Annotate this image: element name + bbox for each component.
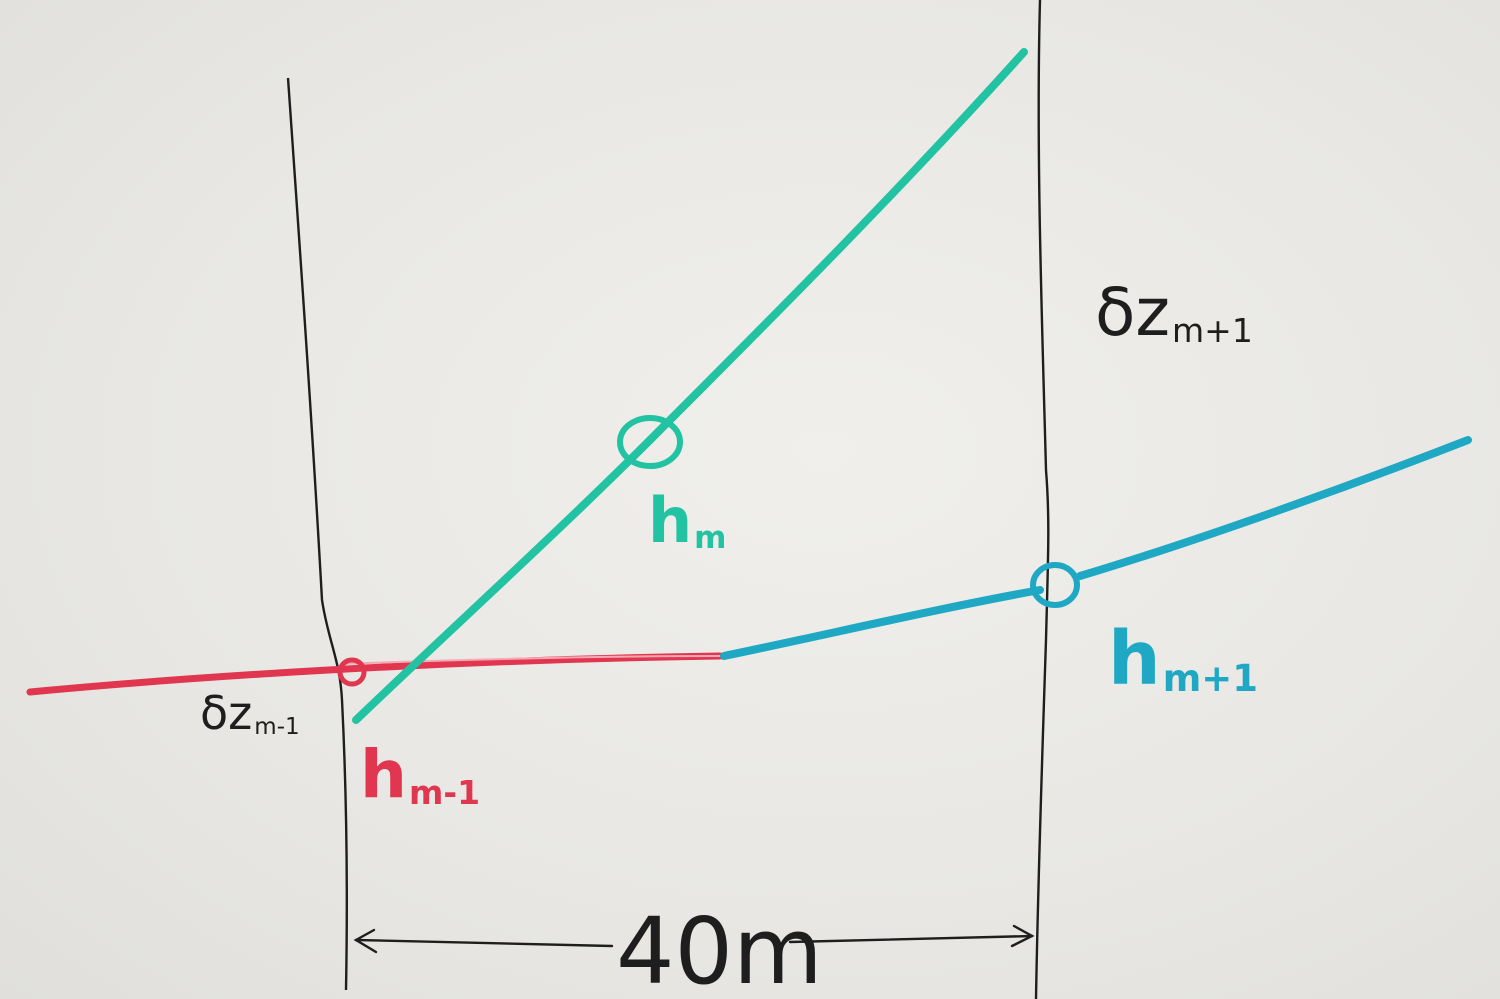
dimension-arrow — [353, 924, 1035, 954]
green-line — [352, 48, 1028, 724]
delta-z-bottom-sub: m-1 — [254, 713, 300, 740]
red-line — [26, 652, 724, 696]
delta-z-top-main: δz — [1095, 274, 1171, 351]
node-m-plus-1 — [1030, 562, 1080, 608]
delta-z-top-sub: m+1 — [1172, 310, 1253, 350]
node-m — [617, 415, 683, 469]
right-boundary-line — [1034, 0, 1050, 999]
distance-label: 40m — [616, 898, 823, 999]
h-m-minus-1-label: hm-1 — [360, 742, 480, 809]
h-m-main: h — [648, 484, 693, 557]
node-m-minus-1 — [337, 657, 367, 687]
delta-z-m-minus-1-label: δzm-1 — [200, 690, 300, 739]
h-m-label: hm — [648, 490, 726, 554]
h-m-plus-1-sub: m+1 — [1162, 657, 1258, 701]
red-line-highlight — [339, 655, 721, 665]
h-m-minus-1-main: h — [360, 736, 407, 813]
h-m-sub: m — [694, 520, 727, 557]
blue-line — [720, 436, 1472, 660]
h-m-plus-1-label: hm+1 — [1108, 622, 1258, 697]
h-m-minus-1-sub: m-1 — [409, 772, 481, 812]
delta-z-bottom-main: δz — [200, 686, 253, 740]
h-m-plus-1-main: h — [1108, 616, 1161, 702]
left-boundary-line — [286, 77, 348, 991]
delta-z-m-plus-1-label: δzm+1 — [1095, 280, 1253, 347]
